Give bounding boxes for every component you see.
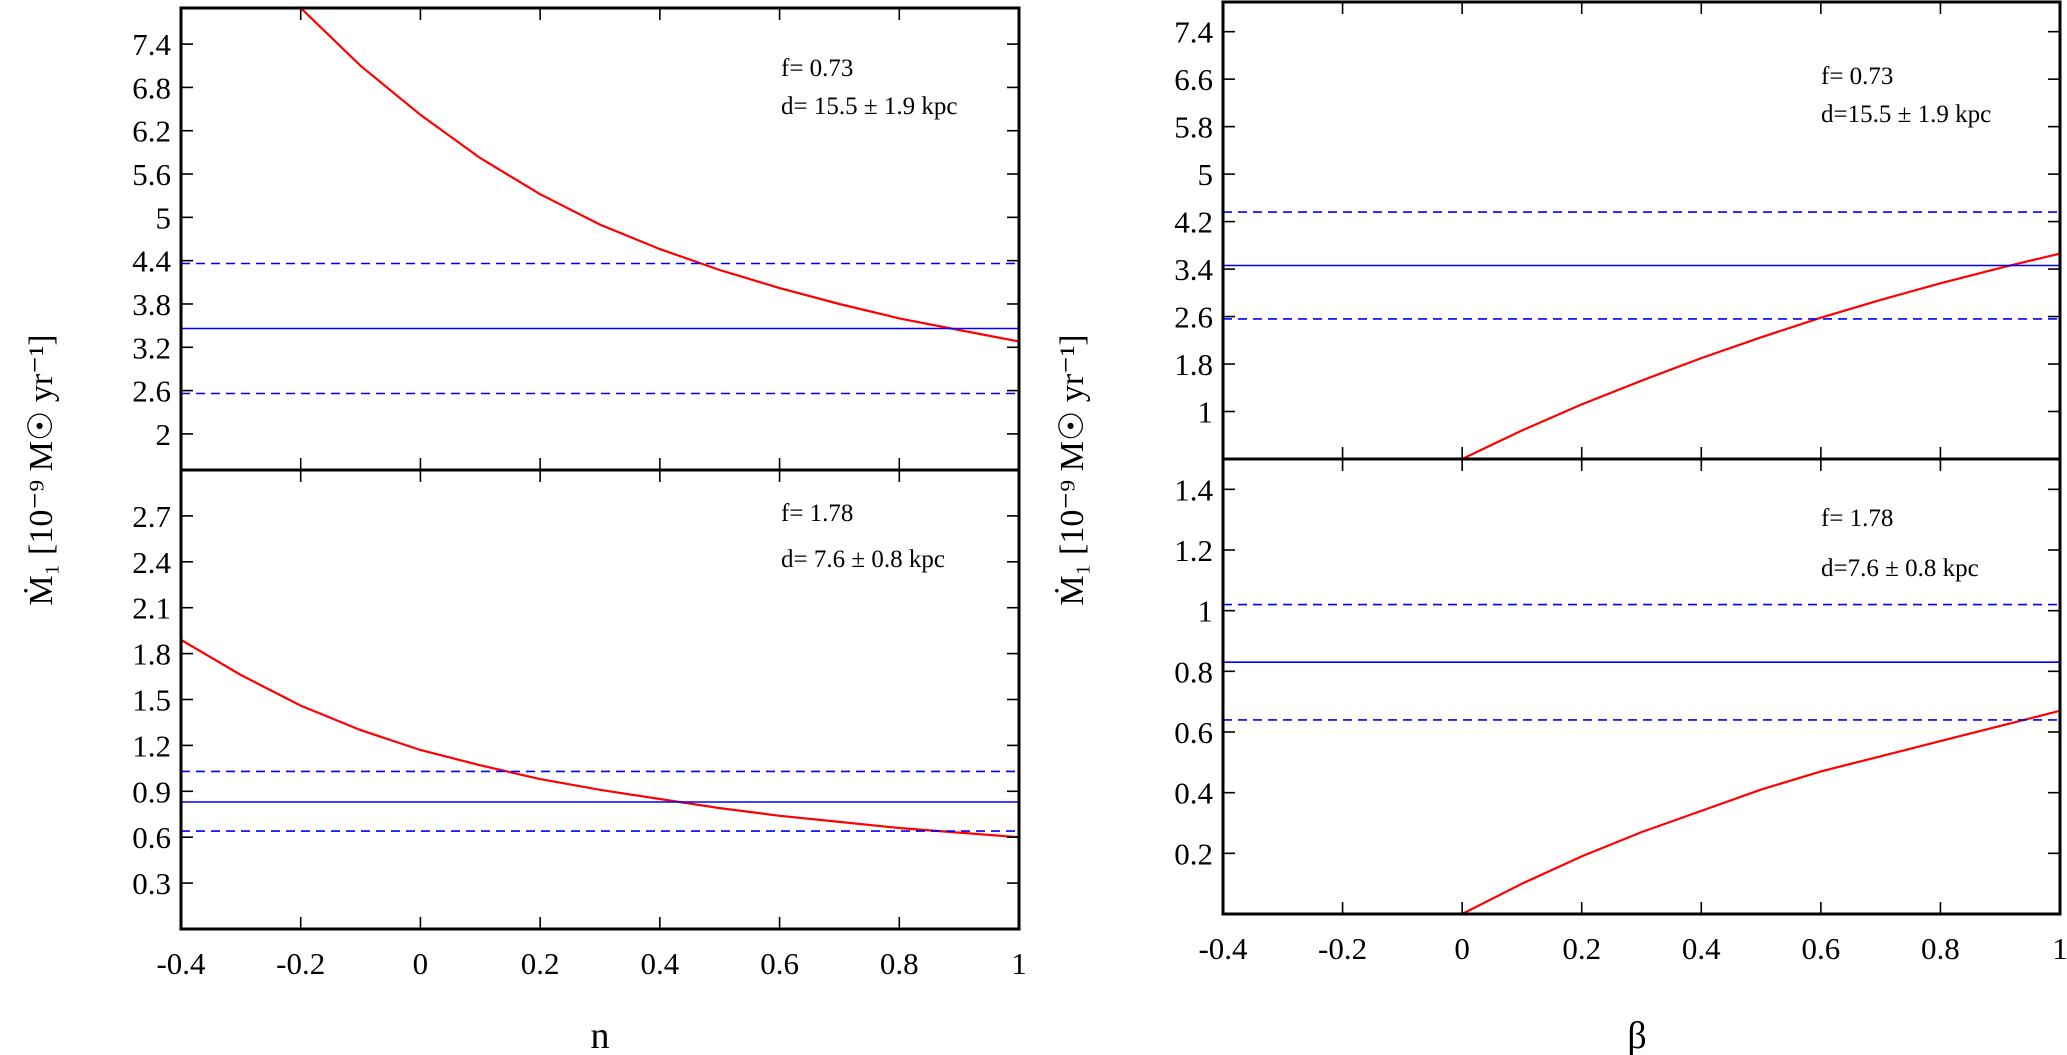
- y-tick-label: 6.6: [1174, 62, 1213, 97]
- y-tick-label: 7.4: [1174, 15, 1213, 50]
- panel-left-bottom: 0.3 0.6 0.9 1.2 1.5 1.8 2.1 2.4 2.7 -0.4 -0.2 0 0.2 0…: [132, 468, 1027, 981]
- y-tick-label: 5: [1198, 157, 1214, 192]
- annotation-d: d= 15.5 ± 1.9 kpc: [781, 93, 957, 120]
- y-tick-label: 0.6: [1174, 715, 1213, 750]
- y-tick-label: 1.8: [132, 637, 171, 672]
- y-tick-label: 2.6: [1174, 300, 1213, 335]
- left-y-axis-label: Ṁ₁ [10⁻⁹ M☉ yr⁻¹]: [23, 334, 60, 605]
- y-tick-label: 2.7: [132, 499, 171, 534]
- x-tick-label: 0.4: [640, 946, 679, 981]
- y-tick-label: 0.6: [132, 820, 171, 855]
- x-tick-label: 0.6: [760, 946, 799, 981]
- x-tick-label: 0: [1454, 931, 1470, 966]
- y-tick-label: 5.6: [132, 157, 171, 192]
- x-tick-label: 1: [1011, 946, 1027, 981]
- series-model: [299, 8, 1019, 343]
- panel-right-top: 1 1.8 2.6 3.4 4.2 5 5.8 6.6 7.4 f= 0.73 d=15.5 ± 1…: [1174, 0, 2062, 461]
- plot-frame: [1221, 457, 2062, 916]
- right-x-axis-label: β: [1627, 1015, 1646, 1055]
- plot-frame: [179, 468, 1021, 931]
- series-group: [181, 8, 1019, 395]
- series-model: [1461, 709, 2060, 914]
- y-tick-label: 1: [1198, 395, 1214, 430]
- annotation-d: d=15.5 ± 1.9 kpc: [1821, 101, 1991, 128]
- y-tick-label: 0.4: [1174, 776, 1213, 811]
- y-tick-label: 1.2: [1174, 533, 1213, 568]
- y-tick-label: 6.8: [132, 70, 171, 105]
- series-group: [1223, 603, 2060, 914]
- right-y-axis-label: Ṁ₁ [10⁻⁹ M☉ yr⁻¹]: [1054, 334, 1091, 605]
- y-tick-label: 1.8: [1174, 347, 1213, 382]
- x-tick-label: 0.2: [521, 946, 560, 981]
- y-tick-label: 4.4: [132, 244, 171, 279]
- x-tick-label: 0.2: [1562, 931, 1601, 966]
- y-tick-label: 0.3: [132, 866, 171, 901]
- y-tick-label: 1: [1198, 594, 1214, 629]
- x-tick-label: 0.8: [880, 946, 919, 981]
- y-tick-label: 1.5: [132, 683, 171, 718]
- x-tick-label: 0: [413, 946, 429, 981]
- series-group: [1223, 211, 2060, 459]
- y-tick-label: 1.4: [1174, 472, 1213, 507]
- left-x-axis-label: n: [591, 1015, 610, 1055]
- x-tick-label: 0.6: [1801, 931, 1840, 966]
- x-tick-label: 0.4: [1682, 931, 1721, 966]
- x-tick-label: 1: [2052, 931, 2067, 966]
- annotation-d: d=7.6 ± 0.8 kpc: [1821, 555, 1979, 582]
- panel-left-top: 2 2.6 3.2 3.8 4.4 5 5.6 6.2 6.8 7.4 f= 0.73 d= 15.5…: [132, 6, 1021, 472]
- y-tick-label: 2: [156, 417, 172, 452]
- plot-frame: [1221, 0, 2062, 461]
- y-tick-label: 6.2: [132, 114, 171, 149]
- annotation-f: f= 0.73: [781, 55, 853, 82]
- annotation-d: d= 7.6 ± 0.8 kpc: [781, 546, 945, 573]
- y-tick-label: 1.2: [132, 728, 171, 763]
- plot-area: 2 2.6 3.2 3.8 4.4 5 5.6 6.2 6.8 7.4 f= 0.73 d= 15.5…: [132, 0, 2067, 981]
- y-tick-label: 7.4: [132, 27, 171, 62]
- y-tick-label: 2.6: [132, 374, 171, 409]
- y-tick-label: 3.8: [132, 287, 171, 322]
- y-tick-label: 5: [156, 200, 172, 235]
- y-tick-label: 5.8: [1174, 110, 1213, 145]
- panel-right-bottom: 0.2 0.4 0.6 0.8 1 1.2 1.4 -0.4 -0.2 0 0.2 0.4 0.6 0.8…: [1174, 457, 2067, 966]
- y-tick-label: 3.2: [132, 330, 171, 365]
- annotation-f: f= 0.73: [1821, 63, 1893, 90]
- y-tick-label: 2.1: [132, 591, 171, 626]
- x-tick-label: 0.8: [1921, 931, 1960, 966]
- y-tick-label: 2.4: [132, 545, 171, 580]
- series-model: [1461, 252, 2060, 459]
- x-tick-label: -0.4: [1198, 931, 1248, 966]
- y-tick-label: 3.4: [1174, 252, 1213, 287]
- x-tick-label: -0.2: [276, 946, 325, 981]
- y-tick-label: 4.2: [1174, 205, 1213, 240]
- series-model: [181, 638, 1019, 839]
- plot-frame: [179, 6, 1021, 472]
- series-group: [181, 638, 1019, 839]
- annotation-f: f= 1.78: [1821, 505, 1893, 532]
- x-tick-label: -0.2: [1318, 931, 1367, 966]
- annotation-f: f= 1.78: [781, 500, 853, 527]
- y-tick-label: 0.8: [1174, 654, 1213, 689]
- y-tick-label: 0.2: [1174, 836, 1213, 871]
- x-tick-label: -0.4: [156, 946, 206, 981]
- y-tick-label: 0.9: [132, 774, 171, 809]
